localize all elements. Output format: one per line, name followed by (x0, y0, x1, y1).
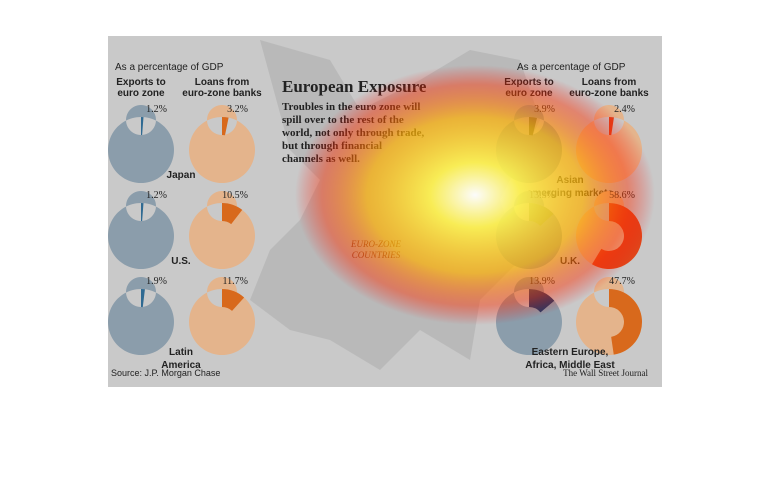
ring (107, 105, 174, 183)
column-header: Loans from (582, 77, 637, 88)
value-label: 10.5% (222, 190, 248, 201)
donut-segment (222, 203, 243, 225)
donut-segment (222, 117, 229, 136)
heatmap-overlay (295, 65, 655, 325)
region-label: Japan (167, 170, 196, 181)
value-label: 47.7% (609, 276, 635, 287)
source: Source: J.P. Morgan Chase (111, 368, 220, 378)
value-label: 1.2% (146, 190, 167, 201)
column-header: euro-zone banks (569, 88, 649, 99)
value-label: 1.9% (146, 276, 167, 287)
region-label: Latin (169, 347, 193, 358)
value-label: 1.2% (146, 104, 167, 115)
value-label: 2.4% (614, 104, 635, 115)
column-header: Loans from (195, 77, 250, 88)
credit: The Wall Street Journal (563, 368, 648, 378)
value-label: 11.7% (223, 276, 248, 287)
column-header: euro zone (117, 88, 165, 99)
region-label: U.S. (171, 256, 191, 267)
region-label: Africa, Middle East (525, 360, 615, 371)
column-header: euro-zone banks (182, 88, 262, 99)
value-label: 3.2% (227, 104, 248, 115)
region-label: Eastern Europe, (532, 347, 609, 358)
ring (107, 277, 174, 355)
donut-segment (141, 289, 145, 308)
ring (188, 105, 255, 183)
donut-segment (141, 117, 144, 136)
donut-segment (141, 203, 144, 222)
donut-segment (222, 289, 245, 311)
subtitle: As a percentage of GDP (517, 62, 626, 73)
column-header: Exports to (116, 77, 165, 88)
subtitle: As a percentage of GDP (115, 62, 224, 73)
ring (107, 191, 174, 269)
region-label: America (161, 360, 201, 371)
donut-segment (609, 289, 643, 355)
